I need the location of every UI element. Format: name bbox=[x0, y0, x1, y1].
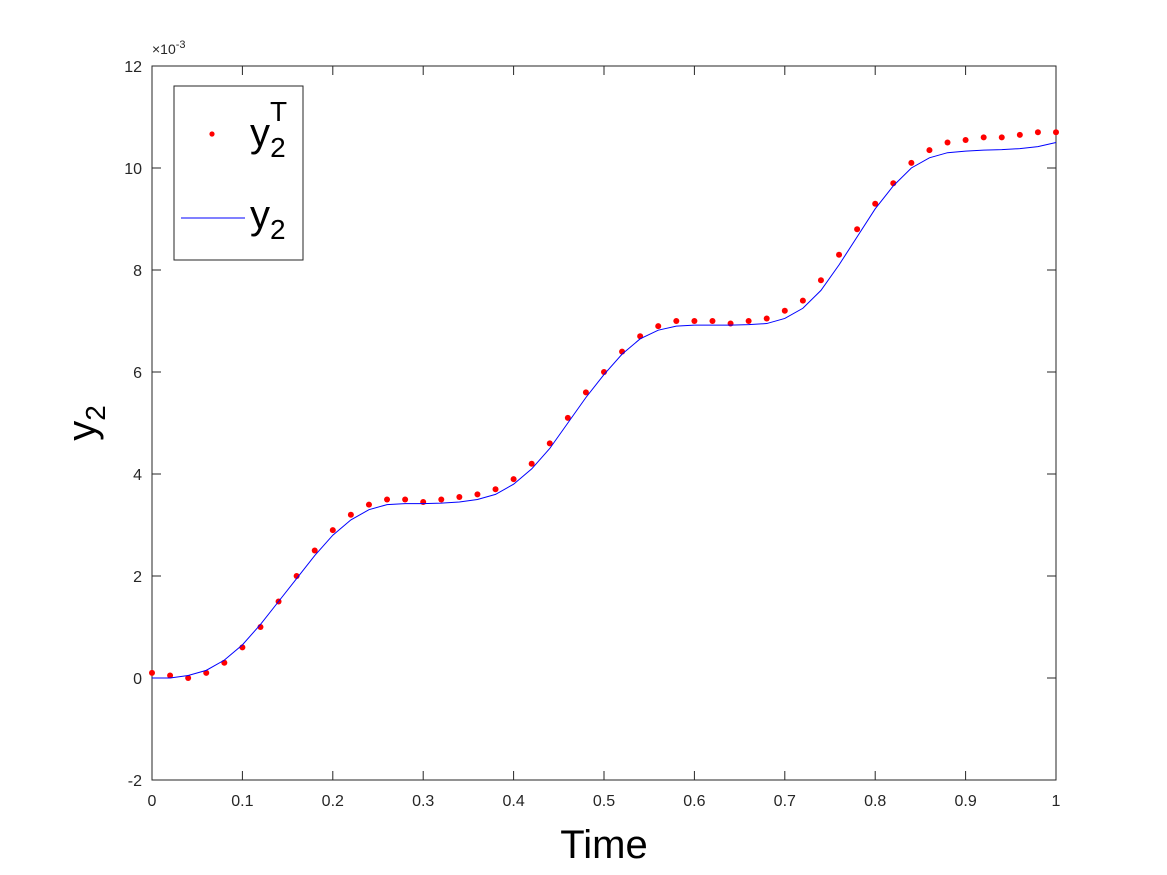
data-point bbox=[492, 486, 499, 493]
data-point bbox=[582, 389, 589, 396]
data-point bbox=[329, 527, 336, 534]
x-tick-label: 0.9 bbox=[954, 793, 976, 810]
data-point bbox=[185, 675, 192, 681]
x-tick-label: 0.7 bbox=[774, 793, 796, 810]
y-tick-label: 6 bbox=[133, 365, 142, 382]
data-point bbox=[1053, 129, 1059, 136]
data-point bbox=[817, 277, 824, 284]
series-layer bbox=[149, 129, 1059, 681]
y-axis-label: y2 bbox=[60, 405, 111, 441]
data-point bbox=[1016, 131, 1023, 138]
x-tick-label: 1 bbox=[1052, 793, 1061, 810]
data-point bbox=[836, 251, 843, 258]
data-point bbox=[962, 136, 969, 143]
data-point bbox=[926, 147, 933, 154]
y-tick-label: -2 bbox=[128, 773, 142, 790]
data-point bbox=[456, 493, 463, 500]
data-point bbox=[293, 573, 300, 579]
data-point bbox=[546, 440, 553, 447]
data-point bbox=[655, 323, 662, 330]
y-tick-label: 2 bbox=[133, 569, 142, 586]
data-point bbox=[203, 669, 210, 676]
x-tick-label: 0.8 bbox=[864, 793, 886, 810]
legend-marker-y2T bbox=[209, 131, 215, 137]
x-tick-label: 0 bbox=[148, 793, 157, 810]
y-tick-label: 4 bbox=[133, 467, 142, 484]
x-tick-label: 0.4 bbox=[502, 793, 524, 810]
legend-label-y2: y2 bbox=[250, 193, 286, 245]
data-point bbox=[420, 499, 427, 506]
data-point bbox=[944, 139, 951, 146]
y-tick-label: 10 bbox=[124, 161, 142, 178]
y-tick-label: 8 bbox=[133, 263, 142, 280]
data-point bbox=[402, 496, 409, 503]
data-point bbox=[908, 159, 915, 166]
x-tick-label: 0.1 bbox=[231, 793, 253, 810]
x-tick-label: 0.3 bbox=[412, 793, 434, 810]
y-axis-ticks: -2 0 2 4 6 8 10 12 bbox=[124, 59, 1056, 790]
data-point bbox=[745, 318, 752, 324]
x-tick-label: 0.5 bbox=[593, 793, 615, 810]
data-point bbox=[347, 511, 354, 518]
data-point bbox=[673, 318, 680, 324]
data-point bbox=[691, 318, 698, 324]
data-point bbox=[528, 460, 535, 467]
x-tick-label: 0.2 bbox=[322, 793, 344, 810]
data-point bbox=[727, 320, 734, 327]
data-point bbox=[149, 669, 155, 676]
data-point bbox=[980, 134, 987, 141]
data-point bbox=[1034, 129, 1041, 136]
data-point bbox=[438, 496, 445, 503]
x-tick-label: 0.6 bbox=[683, 793, 705, 810]
x-axis-ticks: 0 0.1 0.2 0.3 0.4 0.5 0.6 0.7 0.8 0.9 1 bbox=[148, 66, 1061, 810]
y-exponent-label: ×10-3 bbox=[152, 39, 186, 57]
data-point bbox=[872, 200, 879, 207]
legend: yT 2 y2 bbox=[173, 85, 304, 261]
data-point bbox=[998, 134, 1005, 141]
y-tick-label: 0 bbox=[133, 671, 142, 688]
y-axis-label-group: y2 bbox=[60, 405, 111, 441]
legend-box bbox=[173, 85, 304, 261]
data-point bbox=[854, 226, 861, 233]
data-point bbox=[365, 501, 372, 508]
data-point bbox=[474, 491, 481, 498]
legend-label-y2T: yT 2 bbox=[250, 96, 287, 163]
data-point bbox=[799, 297, 806, 304]
data-point bbox=[709, 318, 716, 324]
data-point bbox=[564, 414, 571, 421]
data-point bbox=[384, 496, 391, 503]
x-axis-label: Time bbox=[560, 823, 647, 867]
data-point bbox=[781, 307, 788, 314]
y-tick-label: 12 bbox=[124, 59, 142, 76]
data-point bbox=[311, 547, 318, 554]
series-y2-line bbox=[152, 142, 1057, 679]
data-point bbox=[763, 315, 770, 322]
data-point bbox=[167, 672, 174, 679]
data-point bbox=[510, 476, 517, 483]
